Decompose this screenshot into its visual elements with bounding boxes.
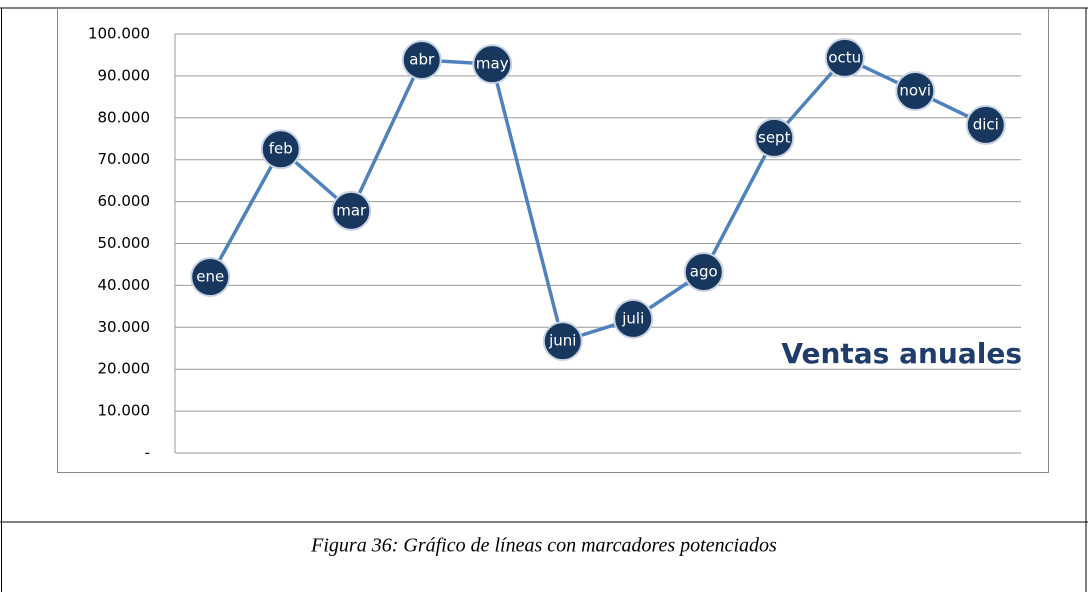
y-tick-label: 90.000 (98, 66, 151, 84)
marker (965, 104, 1006, 145)
category-label: ene (196, 268, 224, 286)
y-tick-label: 60.000 (98, 192, 151, 210)
category-label: ago (690, 262, 718, 280)
y-tick-label: 100.000 (88, 25, 150, 43)
category-label: may (476, 55, 509, 73)
marker (683, 251, 724, 292)
category-label: feb (269, 140, 293, 158)
marker (754, 117, 795, 158)
category-label: octu (828, 48, 861, 66)
marker (401, 39, 442, 80)
marker (895, 70, 936, 111)
y-tick-label: 30.000 (98, 318, 151, 336)
y-tick-label: 40.000 (98, 276, 151, 294)
y-tick-label: 80.000 (98, 108, 151, 126)
plot: - 10.000 20.000 30.000 40.000 50.000 60.000 70.… (88, 25, 1022, 462)
category-label: sept (758, 128, 791, 146)
marker (190, 257, 231, 298)
marker (472, 44, 513, 85)
y-tick-label: 50.000 (98, 234, 151, 252)
legend-entry: Ventas anuales (781, 337, 1022, 370)
chart-area (57, 8, 1049, 473)
y-tick-label: - (145, 444, 150, 462)
y-tick-label: 20.000 (98, 360, 151, 378)
category-label: dici (973, 115, 999, 133)
category-label: juli (621, 309, 644, 327)
category-label: abr (409, 50, 435, 68)
marker (331, 190, 372, 231)
y-tick-label: 70.000 (98, 150, 151, 168)
marker (613, 298, 654, 339)
category-label: mar (336, 201, 367, 219)
category-label: juni (548, 332, 576, 350)
marker (542, 321, 583, 362)
y-tick-label: 10.000 (98, 402, 151, 420)
category-label: novi (899, 81, 931, 99)
caption: Figura 36: Gráfico de líneas con marcado… (310, 535, 777, 557)
marker (824, 37, 865, 78)
marker (260, 129, 301, 170)
